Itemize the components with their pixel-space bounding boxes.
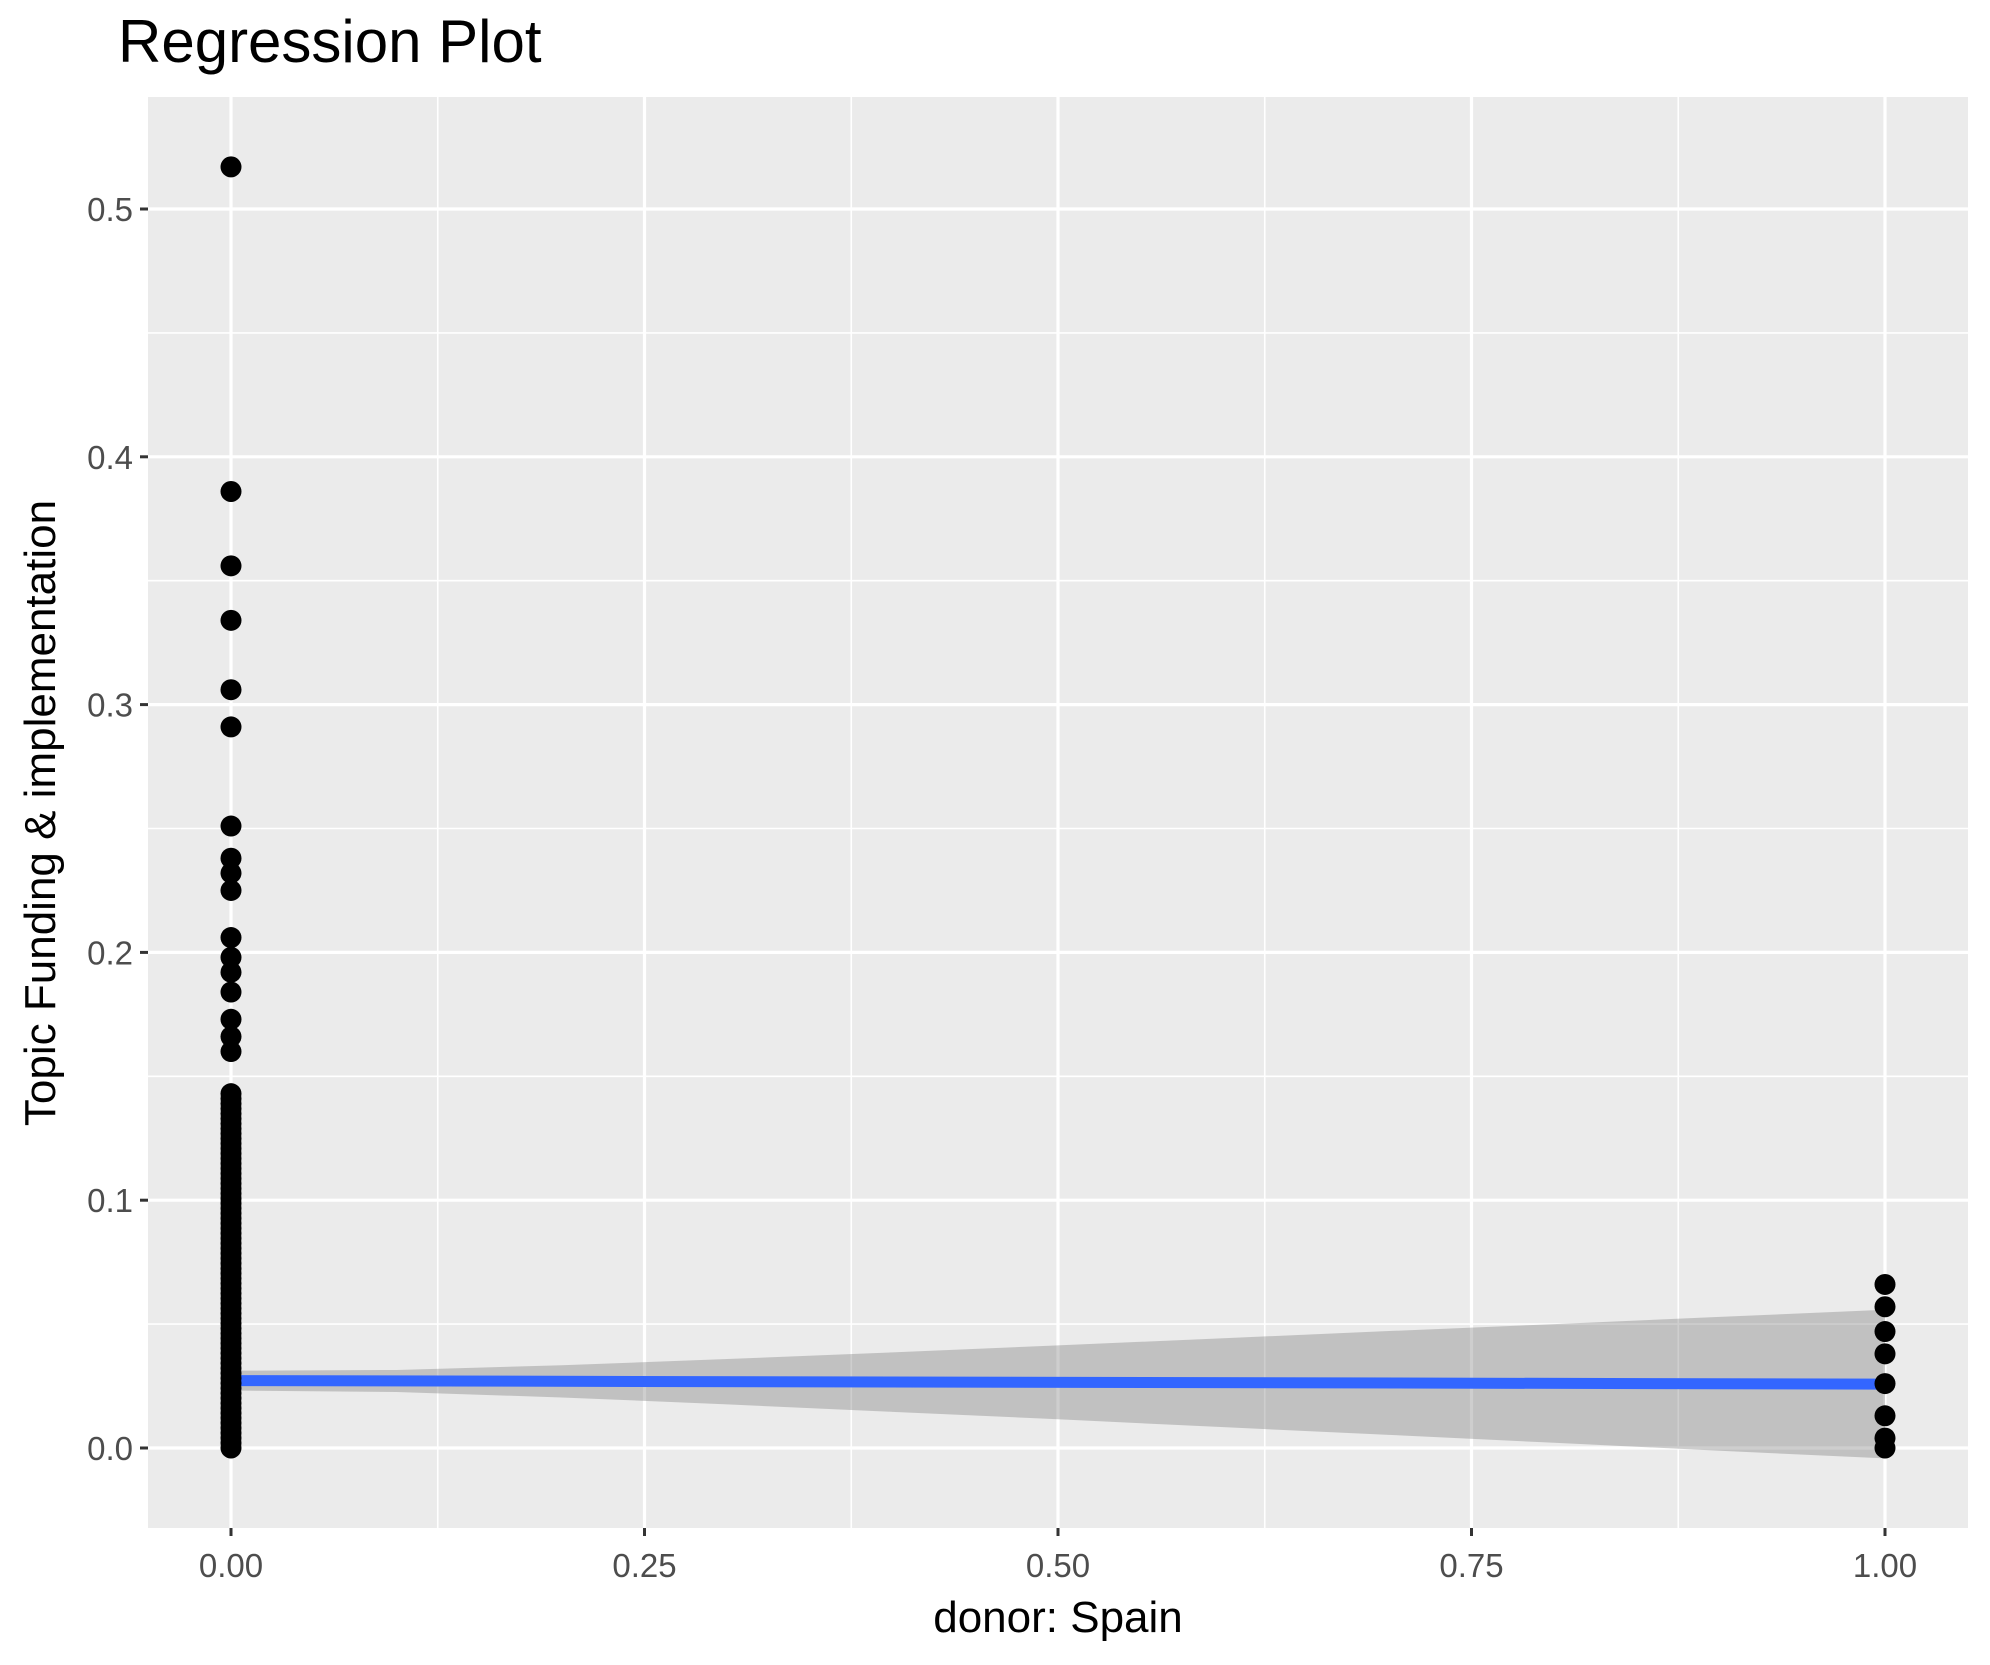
scatter-point xyxy=(1874,1343,1896,1365)
scatter-point xyxy=(220,961,242,983)
scatter-point xyxy=(220,480,242,502)
x-tick-label: 0.25 xyxy=(612,1547,676,1584)
x-tick-label: 0.00 xyxy=(199,1547,263,1584)
y-tick-label: 0.1 xyxy=(87,1182,133,1219)
scatter-point xyxy=(220,946,242,968)
scatter-point xyxy=(220,879,242,901)
x-tick-label: 1.00 xyxy=(1853,1547,1917,1584)
axis-tick-layer: 0.00 0.25 0.50 0.75 1.00 0.0 0.1 0.2 0.3 0.4 0.5 xyxy=(87,191,1917,1584)
scatter-point xyxy=(220,815,242,837)
regression-line-layer xyxy=(230,1375,1886,1390)
y-tick-label: 0.2 xyxy=(87,934,133,971)
scatter-point xyxy=(220,555,242,577)
plot-title: Regression Plot xyxy=(118,8,542,75)
scatter-point xyxy=(1874,1273,1896,1295)
y-tick-label: 0.5 xyxy=(87,191,133,228)
scatter-point xyxy=(220,847,242,869)
scatter-point xyxy=(220,862,242,884)
scatter-point xyxy=(220,609,242,631)
y-tick-label: 0.0 xyxy=(87,1430,133,1467)
scatter-point xyxy=(1874,1296,1896,1318)
scatter-point xyxy=(220,927,242,949)
scatter-point xyxy=(220,156,242,178)
scatter-point xyxy=(1874,1373,1896,1395)
scatter-point-layer xyxy=(220,156,1896,1459)
scatter-point xyxy=(220,1041,242,1063)
scatter-point-dense xyxy=(220,1083,242,1105)
y-tick-label: 0.4 xyxy=(87,439,133,476)
scatter-point xyxy=(1874,1321,1896,1343)
scatter-point xyxy=(220,1008,242,1030)
y-axis-title: Topic Funding & implementation xyxy=(16,500,65,1126)
scatter-point xyxy=(220,716,242,738)
scatter-point xyxy=(1874,1405,1896,1427)
scatter-point xyxy=(220,679,242,701)
x-tick-label: 0.75 xyxy=(1439,1547,1503,1584)
gridline-layer xyxy=(148,97,1968,1528)
x-axis-title: donor: Spain xyxy=(933,1593,1183,1642)
scatter-point xyxy=(1874,1437,1896,1459)
scatter-point xyxy=(220,981,242,1003)
x-tick-label: 0.50 xyxy=(1026,1547,1090,1584)
y-tick-label: 0.3 xyxy=(87,687,133,724)
scatter-point xyxy=(220,1026,242,1048)
regression-line xyxy=(230,1375,1886,1390)
